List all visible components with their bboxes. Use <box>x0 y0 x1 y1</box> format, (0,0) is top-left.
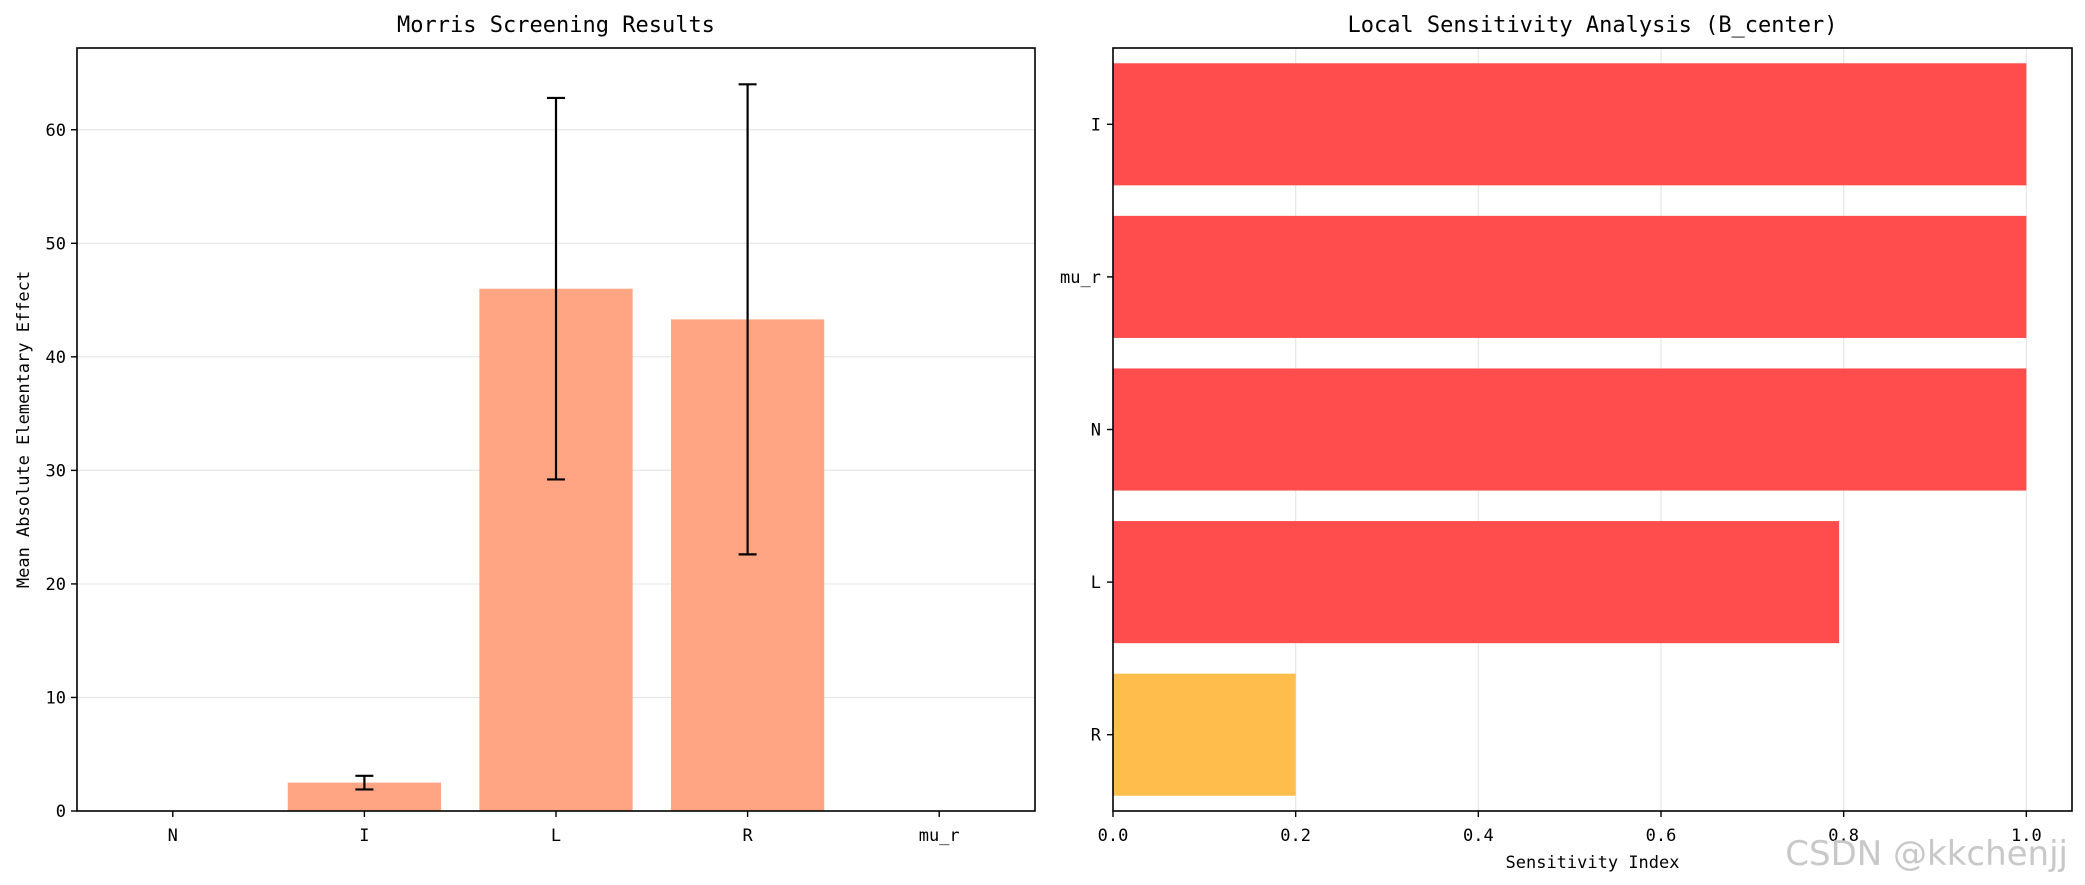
x-tick-label: 0.0 <box>1098 826 1129 846</box>
bar-L <box>1113 521 1840 644</box>
x-tick-label: 0.6 <box>1646 826 1677 846</box>
y-tick-label: 50 <box>46 234 66 254</box>
y-tick-label-L: L <box>1091 573 1101 593</box>
y-tick-label-N: N <box>1091 421 1101 441</box>
x-tick-label: 1.0 <box>2011 826 2042 846</box>
morris-error-bars <box>355 83 757 791</box>
local-sensitivity-x-ticks: 0.0 0.2 0.4 0.6 0.8 1.0 <box>1098 811 2042 846</box>
local-sensitivity-chart: Local Sensitivity Analysis (B_center) Se… <box>1060 13 2073 873</box>
local-sensitivity-bars <box>1113 63 2027 796</box>
error-bar-R <box>738 83 757 556</box>
morris-chart-title: Morris Screening Results <box>397 13 715 38</box>
morris-y-ticks: 0 10 20 30 40 50 60 <box>46 121 77 822</box>
y-tick-label: 0 <box>56 802 66 822</box>
y-tick-label: 30 <box>46 461 66 481</box>
local-sensitivity-y-ticks: Imu_r N L R <box>1060 115 1113 746</box>
x-tick-label: 0.4 <box>1463 826 1494 846</box>
x-tick-label-L: L <box>551 826 561 846</box>
x-tick-label-I: I <box>359 826 369 846</box>
morris-chart: Morris Screening Results Mean Absolute E… <box>14 13 1036 846</box>
x-tick-label-N: N <box>168 826 178 846</box>
bar-mu_r <box>1113 215 2027 338</box>
y-tick-label: 60 <box>46 121 66 141</box>
x-tick-label: 0.2 <box>1280 826 1311 846</box>
y-tick-label-I: I <box>1091 115 1101 135</box>
morris-y-axis-label: Mean Absolute Elementary Effect <box>14 271 34 588</box>
x-tick-label: 0.8 <box>1828 826 1859 846</box>
y-tick-label: 10 <box>46 688 66 708</box>
y-tick-label-R: R <box>1091 726 1102 746</box>
local-sensitivity-x-axis-label: Sensitivity Index <box>1506 853 1680 873</box>
bar-R <box>1113 673 1296 796</box>
local-sensitivity-chart-title: Local Sensitivity Analysis (B_center) <box>1347 13 1837 38</box>
bar-N <box>1113 368 2027 491</box>
y-tick-label: 20 <box>46 575 66 595</box>
y-tick-label-mu_r: mu_r <box>1060 268 1101 288</box>
x-tick-label-R: R <box>742 826 753 846</box>
error-bar-L <box>547 96 565 481</box>
y-tick-label: 40 <box>46 348 66 368</box>
error-bar-I <box>355 774 374 791</box>
bar-I <box>1113 63 2027 186</box>
x-tick-label-mu_r: mu_r <box>919 826 960 846</box>
watermark-text: CSDN @kkchenjj <box>1785 834 2068 874</box>
